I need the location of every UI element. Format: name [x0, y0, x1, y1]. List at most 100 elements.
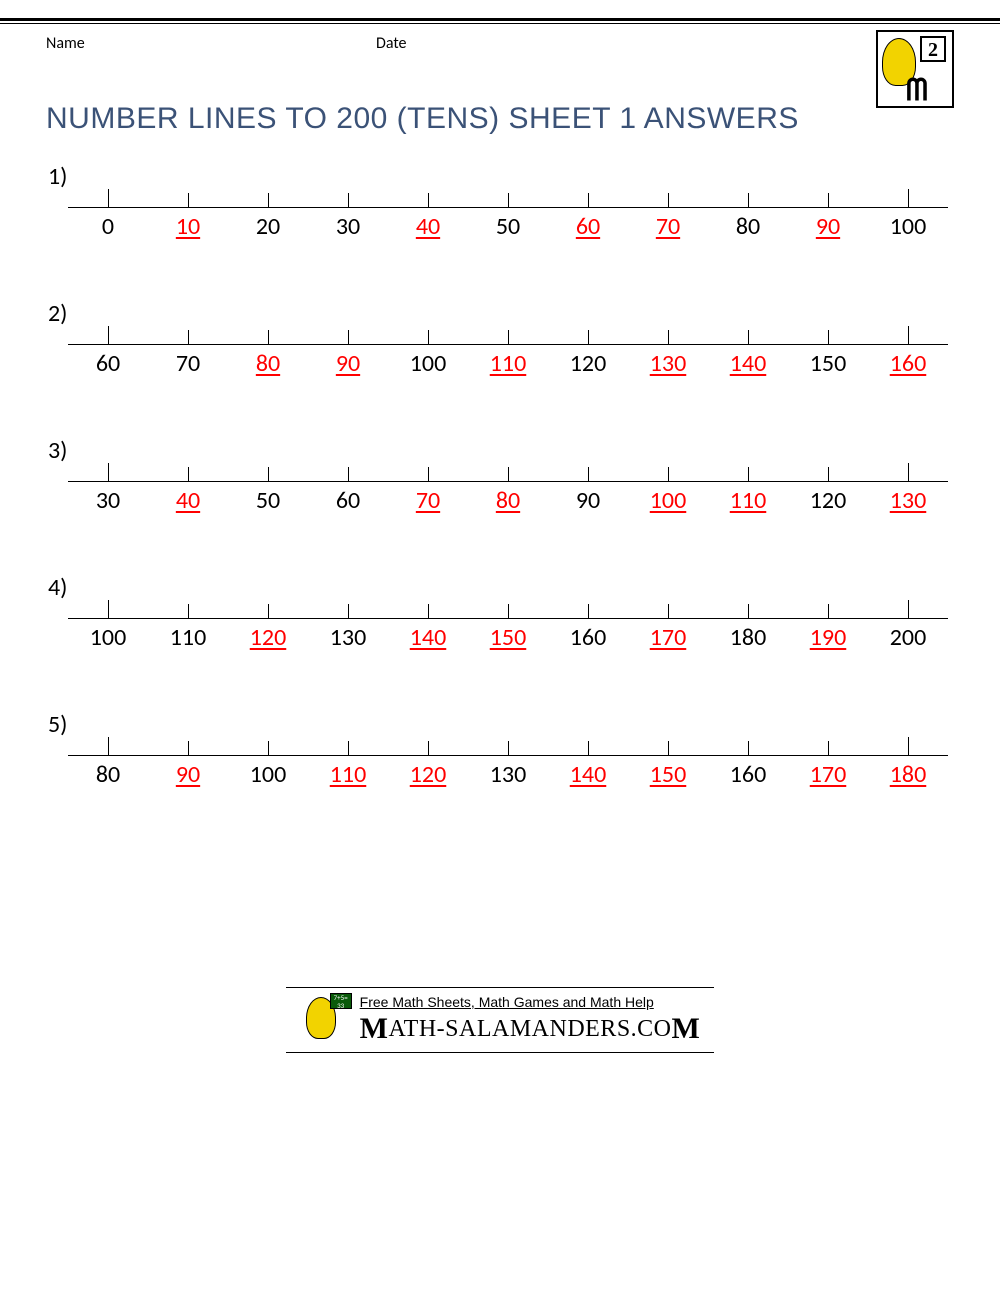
answer-value: 80 — [496, 489, 520, 513]
answer-value: 90 — [176, 763, 200, 787]
tick: 70 — [148, 344, 228, 376]
answer-value: 130 — [650, 352, 687, 376]
footer: 7+5= 33 Free Math Sheets, Math Games and… — [0, 987, 1000, 1084]
answer-value: 150 — [650, 763, 687, 787]
answer-value: 60 — [576, 215, 600, 239]
tick: 140 — [708, 344, 788, 376]
given-value: 120 — [570, 352, 607, 376]
given-value: 60 — [96, 352, 120, 376]
footer-brand: MATH-SALAMANDERS.COM — [360, 1012, 701, 1046]
brand-middle: ATH-SALAMANDERS.CO — [388, 1016, 671, 1042]
tick: 180 — [708, 618, 788, 650]
problems-container: 1)01020304050607080901002)60708090100110… — [0, 162, 1000, 787]
answer-value: 130 — [890, 489, 927, 513]
tick: 30 — [308, 207, 388, 239]
problem: 2) 60 70 80 90 100 110 120 130 140150 160 — [46, 299, 954, 376]
answer-value: 80 — [256, 352, 280, 376]
tick: 150 — [788, 344, 868, 376]
given-value: 30 — [96, 489, 120, 513]
given-value: 160 — [570, 626, 607, 650]
page-title: NUMBER LINES TO 200 (TENS) SHEET 1 ANSWE… — [0, 102, 1000, 136]
name-label: Name — [46, 32, 376, 53]
tick: 40 — [388, 207, 468, 239]
given-value: 100 — [410, 352, 447, 376]
answer-value: 40 — [416, 215, 440, 239]
answer-value: 160 — [890, 352, 927, 376]
tick: 110 — [468, 344, 548, 376]
answer-value: 100 — [650, 489, 687, 513]
answer-value: 90 — [816, 215, 840, 239]
worksheet-page: Name Date 2 ᗰ NUMBER LINES TO 200 (TENS)… — [0, 18, 1000, 1084]
logo-m-icon: ᗰ — [878, 78, 952, 104]
answer-value: 90 — [336, 352, 360, 376]
given-value: 50 — [256, 489, 280, 513]
given-value: 160 — [730, 763, 767, 787]
tick: 130 — [468, 755, 548, 787]
footer-inner: 7+5= 33 Free Math Sheets, Math Games and… — [286, 987, 715, 1053]
tick: 70 — [628, 207, 708, 239]
tick: 100 — [868, 207, 948, 239]
number-line: 100 110 120 130 140 150 160 170 180 190 200 — [68, 604, 948, 650]
answer-value: 140 — [410, 626, 447, 650]
tick: 90 — [788, 207, 868, 239]
tick: 120 — [228, 618, 308, 650]
given-value: 30 — [336, 215, 360, 239]
given-value: 50 — [496, 215, 520, 239]
grade-logo: 2 ᗰ — [876, 30, 954, 108]
problem: 3) 30 40 50 60 70 80 90 100 110120 130 — [46, 436, 954, 513]
tick: 50 — [468, 207, 548, 239]
tick: 80 — [468, 481, 548, 513]
answer-value: 170 — [650, 626, 687, 650]
problem-number: 4) — [46, 573, 954, 602]
problem-number: 2) — [46, 299, 954, 328]
tick: 170 — [628, 618, 708, 650]
tick: 100 — [68, 618, 148, 650]
tick: 140 — [388, 618, 468, 650]
tick: 60 — [68, 344, 148, 376]
answer-value: 190 — [810, 626, 847, 650]
given-value: 80 — [96, 763, 120, 787]
tick: 100 — [628, 481, 708, 513]
problem: 1)0102030405060708090100 — [46, 162, 954, 239]
tick: 110 — [708, 481, 788, 513]
tick: 120 — [548, 344, 628, 376]
tick: 120 — [388, 755, 468, 787]
given-value: 80 — [736, 215, 760, 239]
tick: 0 — [68, 207, 148, 239]
problem-number: 3) — [46, 436, 954, 465]
tick: 80 — [228, 344, 308, 376]
answer-value: 170 — [810, 763, 847, 787]
tick: 200 — [868, 618, 948, 650]
tick: 50 — [228, 481, 308, 513]
problem: 4) 100 110 120 130 140 150 160 170 180 190 200 — [46, 573, 954, 650]
tick: 170 — [788, 755, 868, 787]
tick: 100 — [228, 755, 308, 787]
tick: 20 — [228, 207, 308, 239]
given-value: 0 — [102, 215, 114, 239]
tick: 120 — [788, 481, 868, 513]
given-value: 130 — [490, 763, 527, 787]
tick: 80 — [68, 755, 148, 787]
tick: 130 — [628, 344, 708, 376]
tick: 60 — [308, 481, 388, 513]
given-value: 60 — [336, 489, 360, 513]
answer-value: 110 — [330, 763, 367, 787]
brand-suffix-m: M — [672, 1012, 701, 1045]
tick: 70 — [388, 481, 468, 513]
top-double-rule — [0, 18, 1000, 24]
given-value: 110 — [170, 626, 207, 650]
given-value: 20 — [256, 215, 280, 239]
given-value: 90 — [576, 489, 600, 513]
given-value: 130 — [330, 626, 367, 650]
footer-text: Free Math Sheets, Math Games and Math He… — [360, 988, 701, 1052]
footer-tagline: Free Math Sheets, Math Games and Math He… — [360, 994, 701, 1010]
answer-value: 10 — [176, 215, 200, 239]
tick: 30 — [68, 481, 148, 513]
tick: 130 — [308, 618, 388, 650]
brand-prefix-m: M — [360, 1012, 389, 1045]
answer-value: 40 — [176, 489, 200, 513]
header-row: Name Date 2 ᗰ — [0, 32, 1000, 106]
tick: 150 — [468, 618, 548, 650]
problem-number: 5) — [46, 710, 954, 739]
tick: 90 — [308, 344, 388, 376]
